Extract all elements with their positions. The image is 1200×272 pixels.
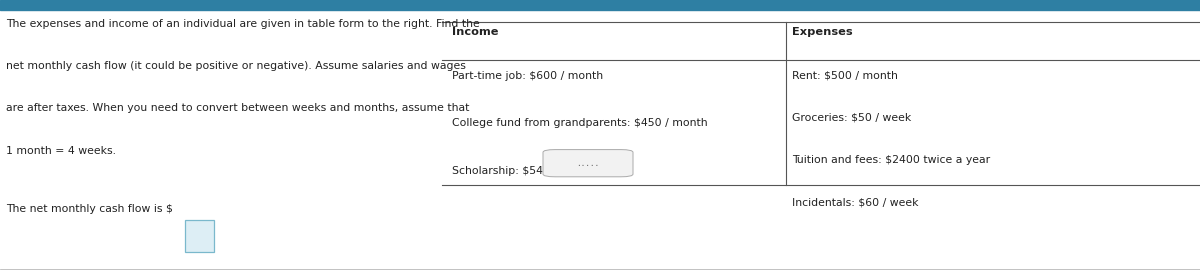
Text: The net monthly cash flow is $: The net monthly cash flow is $ xyxy=(6,204,173,214)
Text: Incidentals: $60 / week: Incidentals: $60 / week xyxy=(792,197,918,207)
Text: The expenses and income of an individual are given in table form to the right. F: The expenses and income of an individual… xyxy=(6,19,480,29)
FancyBboxPatch shape xyxy=(542,150,634,177)
Text: Groceries: $50 / week: Groceries: $50 / week xyxy=(792,113,911,123)
Text: net monthly cash flow (it could be positive or negative). Assume salaries and wa: net monthly cash flow (it could be posit… xyxy=(6,61,466,71)
Text: .....: ..... xyxy=(576,159,600,168)
Text: Scholarship: $5400 / year: Scholarship: $5400 / year xyxy=(452,166,593,176)
Text: Rent: $500 / month: Rent: $500 / month xyxy=(792,71,898,81)
Text: are after taxes. When you need to convert between weeks and months, assume that: are after taxes. When you need to conver… xyxy=(6,103,469,113)
Text: Expenses: Expenses xyxy=(792,27,853,37)
Bar xyxy=(185,220,214,252)
Bar xyxy=(0,0,1200,10)
Text: Income: Income xyxy=(452,27,499,37)
Text: College fund from grandparents: $450 / month: College fund from grandparents: $450 / m… xyxy=(452,118,708,128)
Text: 1 month = 4 weeks.: 1 month = 4 weeks. xyxy=(6,146,116,156)
Text: Part-time job: $600 / month: Part-time job: $600 / month xyxy=(452,71,604,81)
Text: Tuition and fees: $2400 twice a year: Tuition and fees: $2400 twice a year xyxy=(792,155,990,165)
